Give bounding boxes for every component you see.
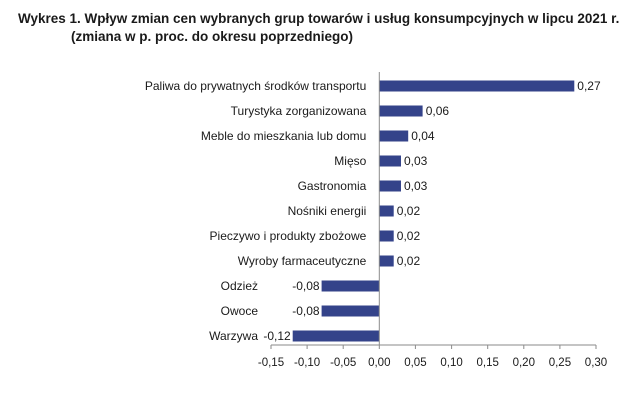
category-label: Meble do mieszkania lub domu	[201, 129, 366, 143]
x-tick-label: 0,25	[549, 357, 571, 369]
value-label: -0,08	[292, 304, 320, 318]
category-label: Mięso	[334, 154, 366, 168]
chart-title-line-2: (zmiana w p. proc. do okresu poprzednieg…	[71, 29, 354, 44]
value-label: 0,27	[577, 79, 601, 93]
bar	[379, 80, 575, 92]
value-label: -0,12	[263, 329, 291, 343]
bar	[292, 330, 380, 342]
category-label: Pieczywo i produkty zbożowe	[210, 229, 367, 243]
x-tick-label: 0,30	[585, 357, 607, 369]
category-label: Warzywa	[209, 329, 258, 343]
bar	[321, 305, 380, 317]
category-label: Gastronomia	[298, 179, 367, 193]
x-tick-label: 0,20	[513, 357, 535, 369]
x-tick-label: 0,10	[440, 357, 462, 369]
value-labels: 0,270,060,040,030,030,020,020,02-0,08-0,…	[263, 79, 601, 343]
x-tick-label: 0,00	[368, 357, 390, 369]
x-tick-label: 0,15	[477, 357, 499, 369]
bar	[379, 230, 394, 242]
x-tick-label: -0,15	[258, 357, 284, 369]
x-tick-label: 0,05	[404, 357, 426, 369]
bar	[379, 130, 409, 142]
x-tick-label: -0,05	[330, 357, 356, 369]
category-label: Odzież	[221, 279, 258, 293]
x-axis: -0,15 -0,10 -0,05 0,00 0,05 0,10 0,15 0,20 0,25 0…	[258, 72, 607, 369]
bar	[321, 280, 380, 292]
bars-group	[292, 80, 575, 342]
value-label: 0,03	[404, 154, 428, 168]
category-label: Nośniki energii	[288, 204, 367, 218]
bar	[379, 155, 401, 167]
category-labels: Paliwa do prywatnych środków transportu T…	[145, 79, 367, 343]
chart-title: Wykres 1. Wpływ zmian cen wybranych grup…	[18, 10, 620, 46]
value-label: 0,02	[397, 229, 421, 243]
bar	[379, 180, 401, 192]
value-label: 0,02	[397, 254, 421, 268]
bar	[379, 205, 394, 217]
bar	[379, 105, 423, 117]
value-label: 0,03	[404, 179, 428, 193]
value-label: 0,04	[411, 129, 435, 143]
value-label: -0,08	[292, 279, 320, 293]
value-label: 0,06	[426, 104, 450, 118]
category-label: Owoce	[221, 304, 259, 318]
value-label: 0,02	[397, 204, 421, 218]
category-label: Wyroby farmaceutyczne	[238, 254, 367, 268]
category-label: Paliwa do prywatnych środków transportu	[145, 79, 366, 93]
chart-title-line-1: Wykres 1. Wpływ zmian cen wybranych grup…	[18, 11, 620, 26]
bar	[379, 255, 394, 267]
category-label: Turystyka zorganizowana	[231, 104, 367, 118]
x-tick-label: -0,10	[294, 357, 320, 369]
